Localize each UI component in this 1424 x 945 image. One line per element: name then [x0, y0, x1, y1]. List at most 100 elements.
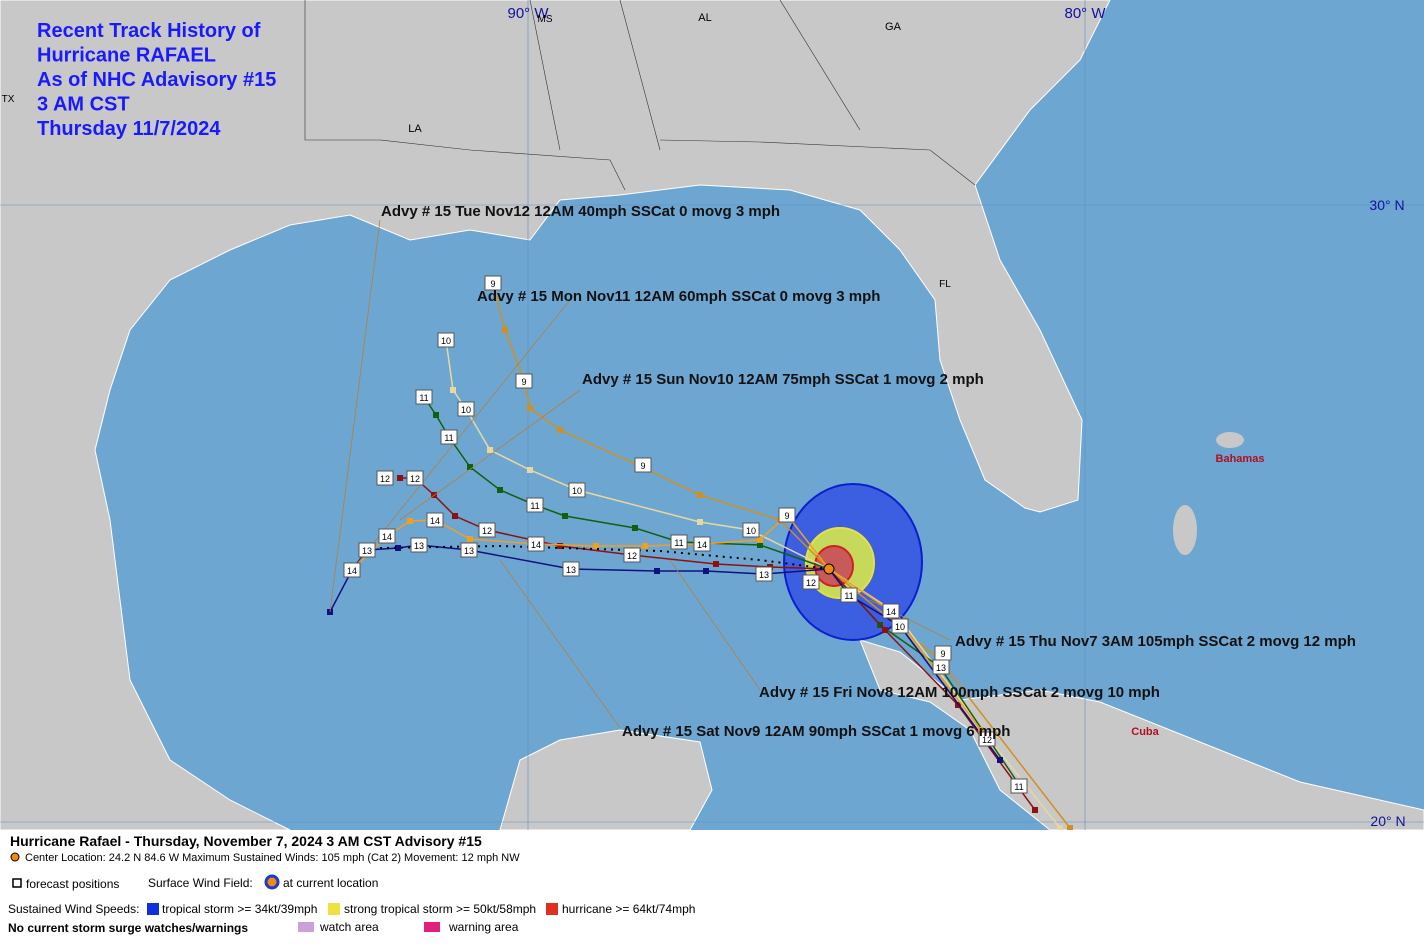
track-point [997, 757, 1003, 763]
track-label-box [527, 536, 545, 552]
advisory-label: Advy # 15 Mon Nov11 12AM 60mph SSCat 0 m… [477, 288, 880, 305]
track-point [978, 727, 984, 733]
track-label-box [437, 332, 455, 348]
ts-swatch [147, 903, 159, 915]
map-label: Cuba [1131, 726, 1159, 738]
advisory-label: Advy # 15 Thu Nov7 3AM 105mph SSCat 2 mo… [955, 633, 1356, 650]
track-point [642, 543, 648, 549]
track-point [757, 537, 763, 543]
hu-swatch [546, 903, 558, 915]
map-label: TX [2, 94, 15, 105]
track-label: 10 [895, 622, 905, 632]
track-label: 13 [414, 541, 424, 551]
track-label-box [623, 547, 641, 563]
track-point [433, 412, 439, 418]
track-label: 12 [380, 474, 390, 484]
track-point [703, 568, 709, 574]
track-point [497, 487, 503, 493]
track-point [527, 467, 533, 473]
track-label: 12 [806, 578, 816, 588]
track-label: 13 [566, 565, 576, 575]
track-label: 13 [936, 663, 946, 673]
track-point [407, 518, 413, 524]
track-label: 14 [347, 566, 357, 576]
speeds-label: Sustained Wind Speeds: [8, 902, 139, 916]
past-track [379, 544, 830, 570]
track-point [757, 542, 763, 548]
track-label-box [778, 507, 796, 523]
track-label: 10 [746, 526, 756, 536]
track-label: 13 [362, 546, 372, 556]
current-label: at current location [283, 876, 378, 890]
track-label-box [440, 429, 458, 445]
track-point [450, 387, 456, 393]
track-point [1032, 807, 1038, 813]
track-label-box [840, 587, 858, 603]
map-label: MS [538, 14, 553, 25]
track-label: 11 [844, 591, 853, 601]
track-label: 12 [982, 735, 992, 745]
track-label: 14 [382, 532, 392, 542]
leader-line [669, 559, 761, 691]
track-label-box [415, 389, 433, 405]
track-label-box [562, 561, 580, 577]
track-label-box [526, 497, 544, 513]
track-label: 9 [784, 511, 789, 521]
map-label: 20° N [1370, 813, 1405, 829]
island [1173, 505, 1197, 555]
track-point [467, 536, 473, 542]
current-icon [264, 874, 280, 890]
map-label: AL [698, 12, 711, 24]
map-label: Bahamas [1216, 453, 1265, 465]
sts-swatch [328, 903, 340, 915]
track-label-box [460, 542, 478, 558]
track-point [395, 545, 401, 551]
borders [304, 0, 976, 191]
track-label-box [932, 659, 950, 675]
map-label: 80° W [1064, 5, 1106, 22]
leader-line [399, 389, 581, 521]
track-label-box [426, 512, 444, 528]
track-point [527, 405, 533, 411]
track-point [562, 513, 568, 519]
track-point [397, 475, 403, 481]
track-point [882, 627, 888, 633]
track-label-box [406, 470, 424, 486]
track-label: 10 [461, 405, 471, 415]
track-label: 14 [697, 540, 707, 550]
track-line [351, 513, 982, 731]
watch-swatch [298, 922, 314, 932]
track-point [557, 543, 563, 549]
legend-panel [0, 830, 1424, 940]
yucatan [499, 729, 713, 831]
track-point [1057, 825, 1063, 831]
track-label: 12 [410, 474, 420, 484]
track-label-box [755, 566, 773, 582]
track-label: 9 [940, 649, 945, 659]
island [1216, 432, 1244, 448]
track-label: 11 [444, 433, 453, 443]
hu-wind-field [814, 545, 854, 587]
graticule [0, 0, 1424, 830]
title-line: Hurricane RAFAEL [37, 45, 216, 67]
title-line: Thursday 11/7/2024 [37, 118, 221, 140]
track-label-box [515, 373, 533, 389]
track-label-box [634, 457, 652, 473]
advisory-label: Advy # 15 Fri Nov8 12AM 100mph SSCat 2 m… [759, 684, 1160, 701]
track-label: 14 [430, 516, 440, 526]
track-label-box [484, 275, 502, 291]
track-label-box [378, 528, 396, 544]
track-label: 14 [531, 540, 541, 550]
surge-label: No current storm surge watches/warnings [8, 921, 248, 935]
track-label: 11 [674, 538, 683, 548]
track-label-box [802, 574, 820, 590]
forecast-label: forecast positions [26, 877, 119, 891]
track-point [713, 561, 719, 567]
advisory-label: Advy # 15 Sun Nov10 12AM 75mph SSCat 1 m… [582, 371, 984, 388]
map-label: LA [408, 123, 422, 135]
track-label-box [343, 562, 361, 578]
leader-line [499, 559, 621, 729]
track-label-box [1010, 778, 1028, 794]
legend-headline: Hurricane Rafael - Thursday, November 7,… [10, 833, 482, 849]
